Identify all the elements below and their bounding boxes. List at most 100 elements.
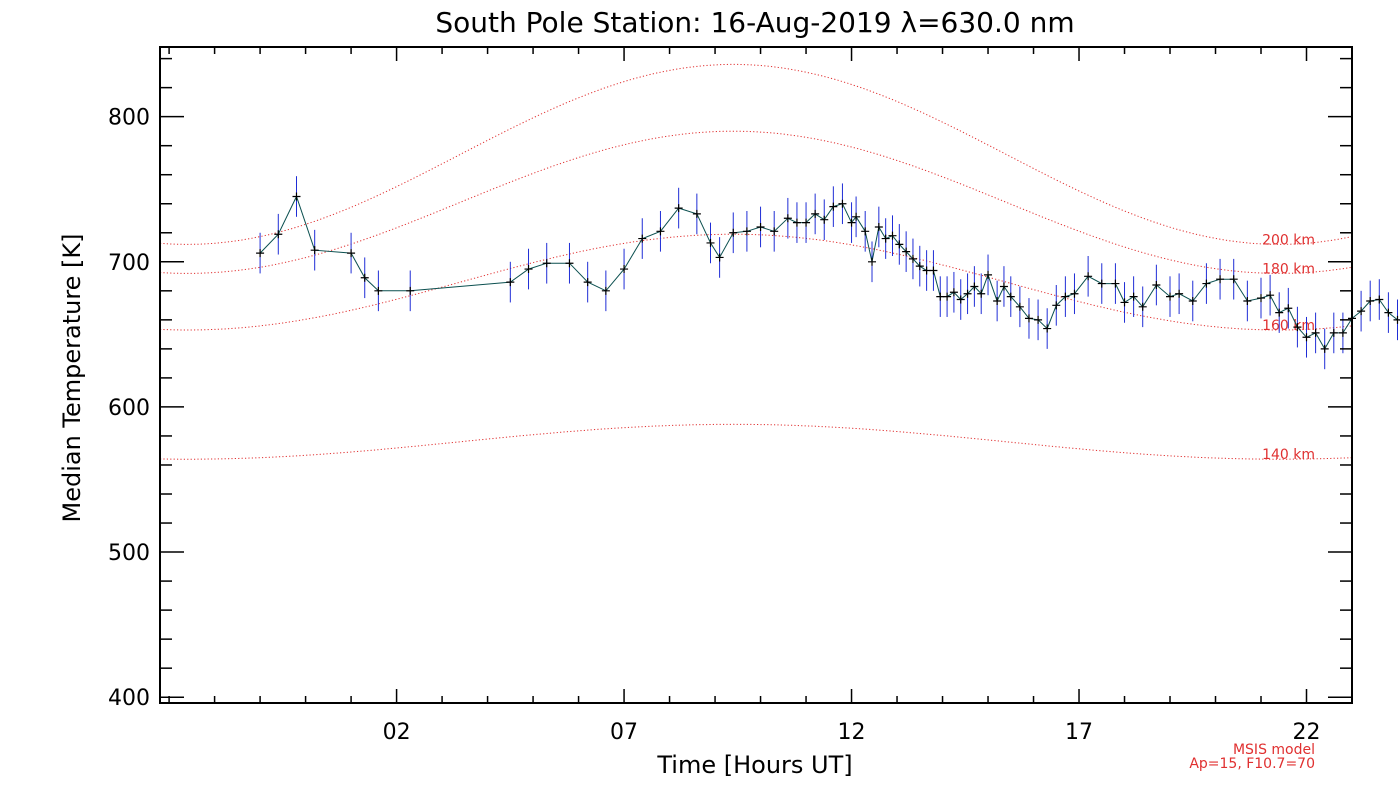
data-point: [406, 286, 415, 295]
model-curve-0: [159, 63, 1353, 245]
data-point: [360, 273, 369, 282]
data-point: [1284, 304, 1293, 313]
data-point: [1311, 328, 1320, 337]
data-point: [1216, 275, 1225, 284]
data-point: [1043, 324, 1052, 333]
data-point: [956, 295, 965, 304]
data-point: [868, 257, 877, 266]
data-point: [692, 209, 701, 218]
data-point: [1166, 292, 1175, 301]
data-point: [274, 230, 283, 239]
data-point: [347, 249, 356, 258]
data-point: [1070, 289, 1079, 298]
x-tick-label: 02: [383, 720, 411, 745]
y-tick-label: 800: [108, 106, 150, 131]
data-point: [922, 266, 931, 275]
data-point: [1015, 302, 1024, 311]
data-point: [1188, 296, 1197, 305]
model-curve-label-0: 200 km: [1262, 232, 1315, 248]
data-point: [943, 292, 952, 301]
data-point: [1229, 275, 1238, 284]
data-point: [1034, 315, 1043, 324]
data-point: [292, 192, 301, 201]
x-tick-label: 07: [610, 720, 638, 745]
data-point: [1052, 301, 1061, 310]
data-point: [1243, 296, 1252, 305]
data-point: [1024, 314, 1033, 323]
data-point: [601, 286, 610, 295]
data-point: [847, 218, 856, 227]
data-point: [949, 288, 958, 297]
y-tick-label: 700: [108, 251, 150, 276]
data-point: [908, 254, 917, 263]
data-point: [1006, 292, 1015, 301]
msis-model-note: MSIS model: [1233, 742, 1315, 758]
x-tick-label: 12: [838, 720, 866, 745]
model-curve-label-1: 180 km: [1262, 261, 1315, 277]
data-point: [802, 218, 811, 227]
data-point: [895, 240, 904, 249]
data-point: [1357, 307, 1366, 316]
data-point: [565, 259, 574, 268]
data-point: [936, 292, 945, 301]
data-point: [656, 227, 665, 236]
data-point: [820, 215, 829, 224]
data-point: [1061, 292, 1070, 301]
data-point: [915, 262, 924, 271]
data-point: [524, 265, 533, 274]
data-point: [1257, 294, 1266, 303]
y-tick-label: 600: [108, 396, 150, 421]
data-point: [770, 227, 779, 236]
data-point: [1338, 328, 1347, 337]
data-point: [1329, 328, 1338, 337]
data-point: [838, 199, 847, 208]
data-point: [638, 234, 647, 243]
data-point: [1120, 298, 1129, 307]
model-curve-label-3: 140 km: [1262, 447, 1315, 463]
data-point: [1202, 279, 1211, 288]
data-point: [1275, 308, 1284, 317]
data-point: [310, 246, 319, 255]
data-point: [620, 265, 629, 274]
temperature-line: [259, 195, 1400, 350]
data-point: [993, 296, 1002, 305]
data-point: [374, 286, 383, 295]
chart-title: South Pole Station: 16-Aug-2019 λ=630.0 …: [435, 6, 1074, 39]
data-point: [742, 227, 751, 236]
data-point: [888, 231, 897, 240]
data-point: [792, 218, 801, 227]
data-point: [1097, 279, 1106, 288]
data-point: [829, 202, 838, 211]
data-point: [1175, 289, 1184, 298]
x-tick-label: 22: [1293, 720, 1321, 745]
data-point: [852, 212, 861, 221]
temperature-series: [256, 176, 1400, 370]
data-point: [984, 270, 993, 279]
data-point: [1293, 323, 1302, 332]
data-point: [1366, 296, 1375, 305]
data-point: [977, 289, 986, 298]
data-point: [1384, 308, 1393, 317]
msis-model-params: Ap=15, F10.7=70: [1189, 756, 1315, 772]
data-point: [1152, 281, 1161, 290]
y-tick-label: 500: [108, 541, 150, 566]
x-tick-label: 17: [1065, 720, 1093, 745]
data-point: [970, 282, 979, 291]
data-point: [1111, 279, 1120, 288]
data-point: [756, 222, 765, 231]
data-point: [1084, 272, 1093, 281]
data-point: [729, 228, 738, 237]
data-point: [861, 227, 870, 236]
plot-axes: 02 07 12 17 22 400 500 600 700 800: [108, 46, 1353, 745]
data-point: [674, 204, 683, 213]
x-axis-label: Time [Hours UT]: [656, 751, 852, 779]
data-point: [1375, 295, 1384, 304]
data-point: [1266, 291, 1275, 300]
y-axis-label: Median Temperature [K]: [58, 233, 86, 522]
data-point: [715, 253, 724, 262]
data-point: [783, 214, 792, 223]
data-point: [506, 278, 515, 287]
data-point: [1138, 302, 1147, 311]
